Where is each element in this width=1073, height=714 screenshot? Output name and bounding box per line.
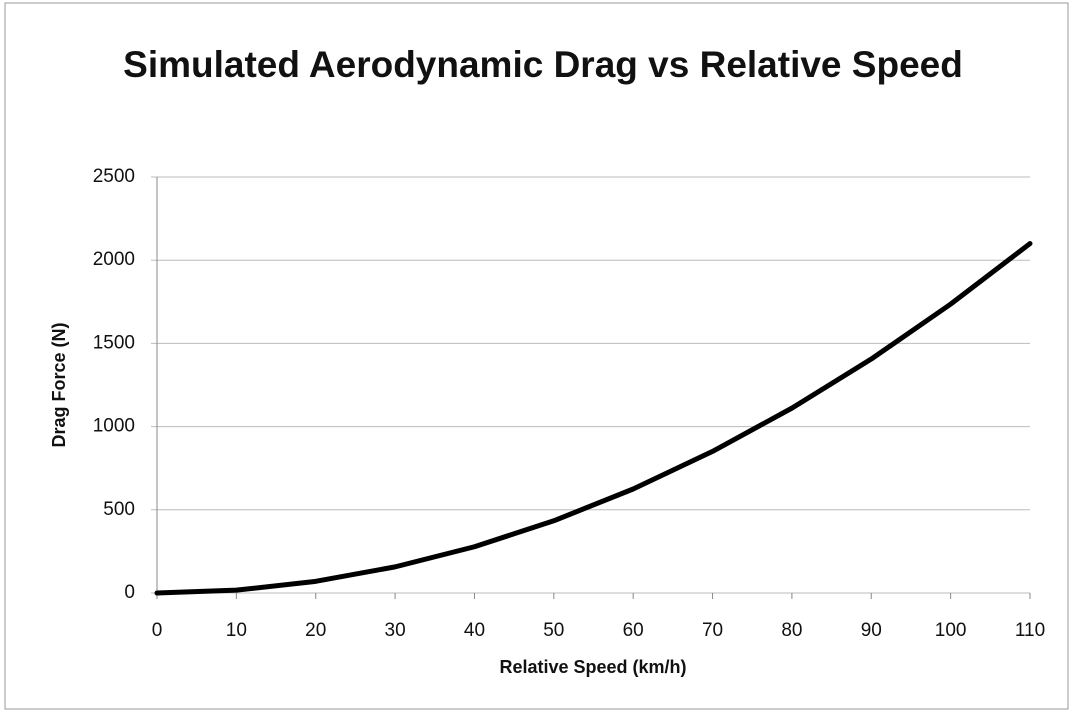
x-tick-label: 110 bbox=[1015, 620, 1045, 641]
chart-title: Simulated Aerodynamic Drag vs Relative S… bbox=[123, 44, 963, 85]
x-tick-label: 0 bbox=[152, 620, 163, 641]
x-tick-label: 90 bbox=[861, 620, 882, 641]
x-tick-label: 10 bbox=[226, 620, 247, 641]
x-tick-label: 40 bbox=[464, 620, 485, 641]
x-tick-label: 60 bbox=[623, 620, 644, 641]
x-tick-label: 100 bbox=[935, 620, 967, 641]
x-tick-label: 30 bbox=[385, 620, 406, 641]
frame bbox=[4, 2, 1069, 710]
y-tick-label: 1000 bbox=[93, 416, 135, 437]
y-tick-label: 2000 bbox=[93, 249, 135, 270]
data-line bbox=[154, 241, 1033, 596]
y-axis-label: Drag Force (N) bbox=[49, 322, 69, 447]
x-tick-label: 70 bbox=[702, 620, 723, 641]
y-tick-label: 500 bbox=[103, 499, 135, 520]
x-axis-label: Relative Speed (km/h) bbox=[499, 657, 686, 677]
x-tick-label: 20 bbox=[305, 620, 326, 641]
x-tick-label: 80 bbox=[781, 620, 802, 641]
y-tick-label: 2500 bbox=[93, 166, 135, 187]
y-tick-label: 1500 bbox=[93, 332, 135, 353]
y-tick-label: 0 bbox=[124, 582, 135, 603]
x-tick-label: 50 bbox=[543, 620, 564, 641]
